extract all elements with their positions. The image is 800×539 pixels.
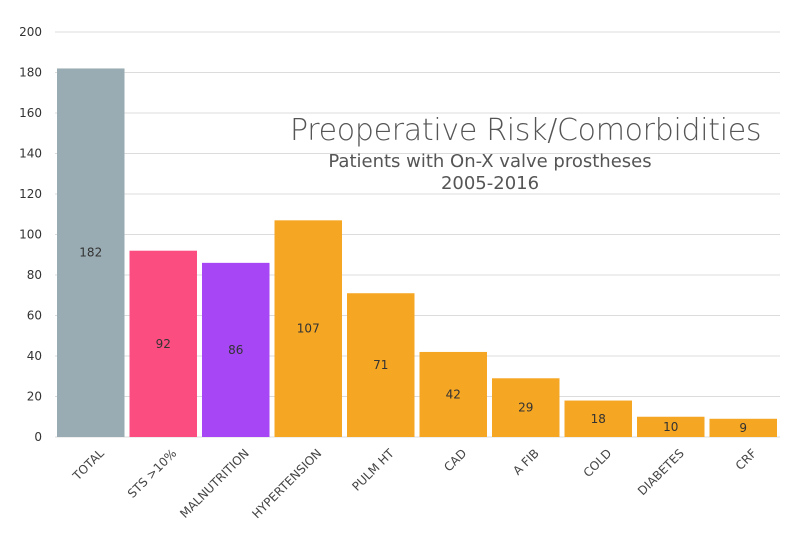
data-labels: 182 92 86 107 71 42 29 18 10 9 xyxy=(79,246,747,435)
y-tick-label: 100 xyxy=(19,228,42,242)
x-tick-label: COLD xyxy=(581,446,615,480)
bar xyxy=(492,378,560,437)
bar xyxy=(709,418,777,437)
bar-value-label: 29 xyxy=(518,401,533,415)
y-tick-label: 80 xyxy=(27,268,42,282)
bars xyxy=(57,68,777,437)
x-tick-label: STS >10% xyxy=(125,446,180,501)
bar xyxy=(347,293,415,437)
bar-value-label: 107 xyxy=(297,322,320,336)
bar-value-label: 10 xyxy=(663,420,678,434)
x-tick-label: A FIB xyxy=(510,446,542,478)
bar xyxy=(564,400,632,437)
y-tick-label: 120 xyxy=(19,187,42,201)
bar-value-label: 71 xyxy=(373,358,388,372)
bar xyxy=(129,250,197,437)
bar xyxy=(274,220,342,437)
chart-title-block: Preoperative Risk/Comorbidities Patients… xyxy=(290,112,762,195)
x-tick-label: DIABETES xyxy=(635,446,687,498)
y-tick-label: 60 xyxy=(27,309,42,323)
bar xyxy=(637,416,705,437)
bar-value-label: 42 xyxy=(446,387,461,401)
y-tick-label: 160 xyxy=(19,106,42,120)
chart-title: Preoperative Risk/Comorbidities xyxy=(290,113,762,148)
y-tick-label: 200 xyxy=(19,25,42,39)
y-tick-label: 180 xyxy=(19,66,42,80)
bar xyxy=(57,68,125,437)
x-tick-label: CAD xyxy=(441,446,469,474)
x-tick-label: MALNUTRITION xyxy=(177,446,252,521)
bar-value-label: 92 xyxy=(156,337,171,351)
x-tick-label: TOTAL xyxy=(69,446,107,484)
bar xyxy=(202,262,270,437)
chart-subtitle: Patients with On-X valve prostheses xyxy=(328,151,652,172)
bar-value-label: 9 xyxy=(739,421,747,435)
y-tick-label: 0 xyxy=(34,430,42,444)
x-tick-label: CRF xyxy=(733,446,760,473)
bar-value-label: 18 xyxy=(591,412,606,426)
x-tick-label: HYPERTENSION xyxy=(249,446,324,521)
y-tick-label: 40 xyxy=(27,349,42,363)
chart-date-range: 2005-2016 xyxy=(440,173,540,194)
y-tick-label: 140 xyxy=(19,147,42,161)
bar-value-label: 86 xyxy=(228,343,243,357)
y-axis-ticks: 0 20 40 60 80 100 120 140 160 180 200 xyxy=(19,25,42,444)
y-tick-label: 20 xyxy=(27,390,42,404)
bar xyxy=(419,351,487,437)
x-tick-label: PULM HT xyxy=(349,446,397,494)
bar-value-label: 182 xyxy=(79,246,102,260)
